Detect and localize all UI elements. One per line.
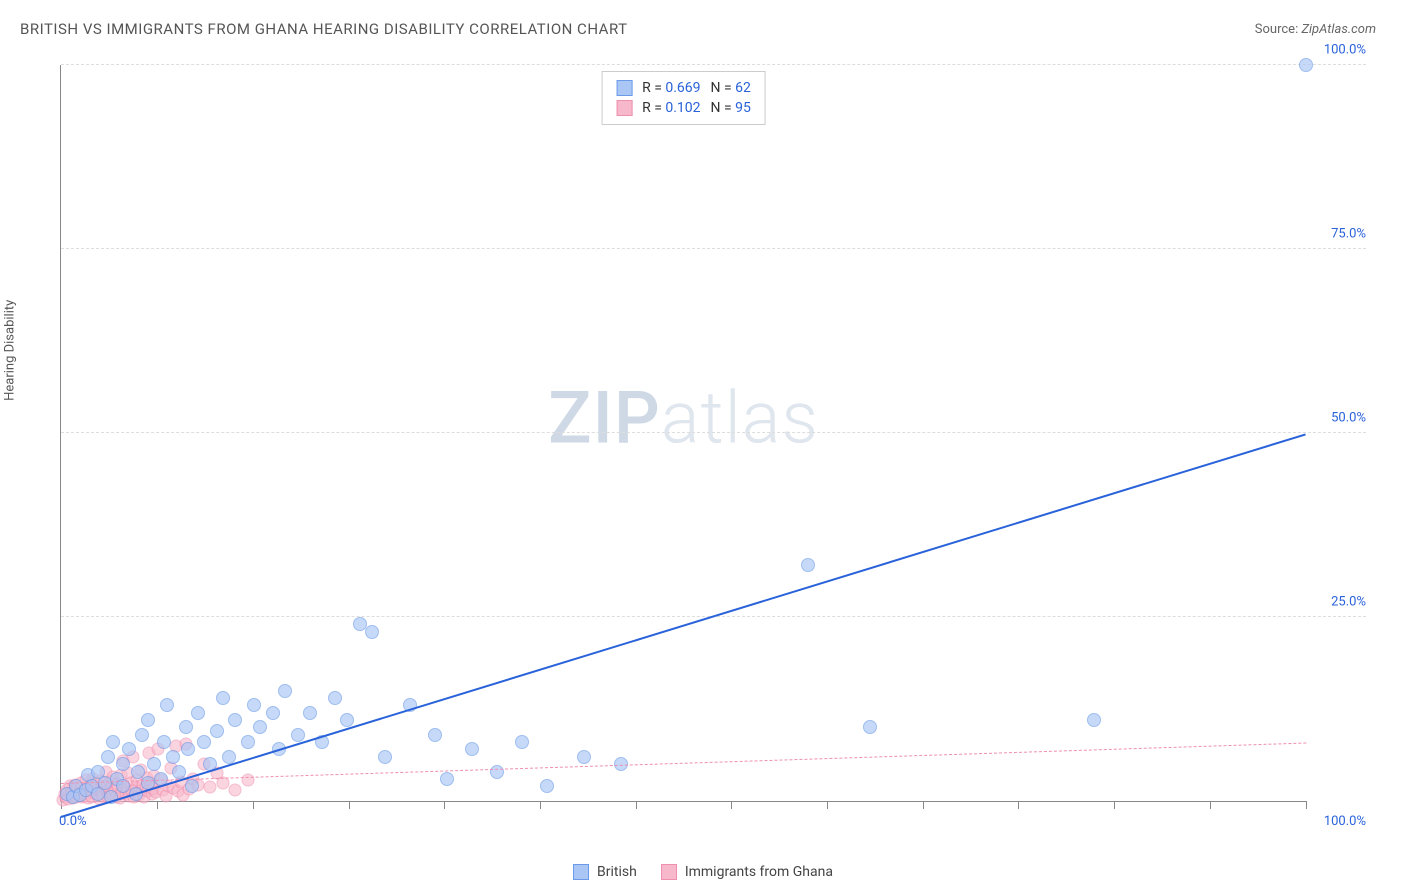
r-label: R =	[642, 100, 665, 116]
scatter-point-british	[172, 765, 186, 779]
scatter-point-british	[266, 706, 280, 720]
scatter-point-british	[116, 757, 130, 771]
x-tick	[444, 801, 445, 809]
swatch-british	[616, 80, 632, 96]
scatter-point-british	[101, 750, 115, 764]
x-tick	[636, 801, 637, 809]
x-axis-max-label: 100.0%	[1324, 814, 1366, 829]
y-axis-label: Hearing Disability	[3, 299, 18, 400]
x-tick	[1210, 801, 1211, 809]
scatter-point-british	[801, 558, 815, 572]
scatter-point-british	[191, 706, 205, 720]
chart-title: BRITISH VS IMMIGRANTS FROM GHANA HEARING…	[20, 20, 628, 38]
x-tick	[253, 801, 254, 809]
scatter-point-british	[577, 750, 591, 764]
scatter-point-british	[540, 779, 554, 793]
source-attribution: Source: ZipAtlas.com	[1255, 22, 1376, 37]
trendline-british	[61, 433, 1307, 818]
scatter-point-british	[253, 720, 267, 734]
x-tick	[349, 801, 350, 809]
scatter-point-british	[303, 706, 317, 720]
scatter-point-british	[1299, 58, 1313, 72]
scatter-point-british	[328, 691, 342, 705]
y-tick-label: 75.0%	[1331, 227, 1366, 242]
scatter-point-british	[428, 728, 442, 742]
scatter-point-british	[340, 713, 354, 727]
watermark-zip: ZIP	[548, 376, 661, 461]
scatter-point-british	[1087, 713, 1101, 727]
scatter-point-british	[278, 684, 292, 698]
scatter-point-british	[135, 728, 149, 742]
scatter-point-british	[228, 713, 242, 727]
legend-swatch-ghana	[661, 864, 677, 880]
x-tick	[540, 801, 541, 809]
scatter-point-british	[440, 772, 454, 786]
scatter-point-british	[241, 735, 255, 749]
legend-swatch-british	[573, 864, 589, 880]
x-tick	[731, 801, 732, 809]
legend-label-british: British	[597, 864, 637, 880]
swatch-ghana	[616, 100, 632, 116]
scatter-point-british	[515, 735, 529, 749]
scatter-point-british	[166, 750, 180, 764]
source-name: ZipAtlas.com	[1301, 22, 1376, 37]
stats-row-british: R = 0.669 N = 62	[616, 78, 751, 98]
legend-item-british: British	[573, 864, 637, 880]
stats-legend: R = 0.669 N = 62 R = 0.102 N = 95	[601, 71, 766, 125]
r-value-ghana: 0.102	[665, 100, 700, 116]
scatter-point-british	[378, 750, 392, 764]
series-legend: British Immigrants from Ghana	[573, 864, 833, 880]
scatter-point-british	[160, 698, 174, 712]
x-tick	[1018, 801, 1019, 809]
x-tick	[827, 801, 828, 809]
scatter-point-british	[863, 720, 877, 734]
scatter-point-british	[185, 779, 199, 793]
stats-row-ghana: R = 0.102 N = 95	[616, 98, 751, 118]
legend-label-ghana: Immigrants from Ghana	[685, 864, 833, 880]
scatter-point-british	[147, 757, 161, 771]
watermark-atlas: atlas	[661, 376, 819, 461]
x-tick	[1306, 801, 1307, 809]
legend-item-ghana: Immigrants from Ghana	[661, 864, 833, 880]
scatter-point-british	[210, 724, 224, 738]
y-tick-label: 50.0%	[1331, 411, 1366, 426]
scatter-point-british	[197, 735, 211, 749]
gridline-h	[61, 248, 1366, 249]
scatter-point-british	[179, 720, 193, 734]
n-label: N =	[711, 80, 736, 96]
n-label: N =	[711, 100, 736, 116]
r-label: R =	[642, 80, 665, 96]
scatter-point-british	[106, 735, 120, 749]
r-value-british: 0.669	[665, 80, 700, 96]
scatter-point-british	[122, 742, 136, 756]
x-tick	[1114, 801, 1115, 809]
scatter-point-ghana	[204, 781, 217, 794]
scatter-point-ghana	[229, 783, 242, 796]
scatter-point-british	[465, 742, 479, 756]
scatter-point-british	[141, 713, 155, 727]
y-tick-label: 100.0%	[1324, 43, 1366, 58]
scatter-point-british	[157, 735, 171, 749]
scatter-point-british	[216, 691, 230, 705]
x-tick	[923, 801, 924, 809]
chart-area: Hearing Disability ZIPatlas R = 0.669N =…	[20, 55, 1376, 832]
gridline-h	[61, 64, 1366, 65]
n-value-british: 62	[735, 80, 751, 96]
gridline-h	[61, 432, 1366, 433]
scatter-point-british	[291, 728, 305, 742]
scatter-point-british	[247, 698, 261, 712]
x-tick	[157, 801, 158, 809]
n-value-ghana: 95	[735, 100, 751, 116]
y-tick-label: 25.0%	[1331, 595, 1366, 610]
source-prefix: Source:	[1255, 22, 1302, 37]
watermark: ZIPatlas	[548, 376, 819, 461]
scatter-point-british	[181, 742, 195, 756]
plot-region: ZIPatlas R = 0.669 N = 62 R = 0.102 N = 95…	[60, 65, 1306, 802]
scatter-point-british	[365, 625, 379, 639]
scatter-point-british	[490, 765, 504, 779]
